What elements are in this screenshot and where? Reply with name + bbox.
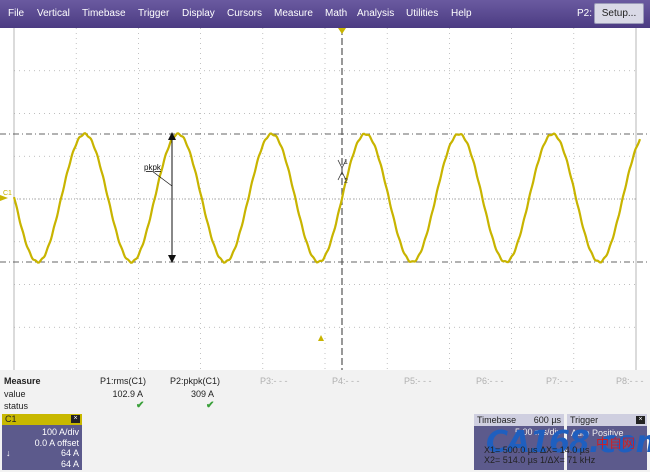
- cursor-2-label: 2: [344, 178, 348, 185]
- measure-value-p2: 309 A: [190, 389, 214, 399]
- menu-measure[interactable]: Measure: [274, 8, 313, 19]
- c1-close-icon[interactable]: ×: [71, 415, 80, 423]
- measure-param-p3[interactable]: P3:- - -: [260, 376, 288, 386]
- trigger-mode: Auto Positive: [571, 428, 624, 438]
- cursor-readout-line2: X2= 514.0 µs 1/ΔX= 71 kHz: [484, 455, 596, 465]
- measure-annotation: pkpk: [144, 163, 162, 172]
- measure-param-p2[interactable]: P2:pkpk(C1): [170, 376, 221, 386]
- waveform-display[interactable]: C1 pkpk 1 2: [0, 28, 650, 370]
- measure-row-value: value: [4, 389, 26, 399]
- menu-analysis[interactable]: Analysis: [357, 8, 395, 19]
- menu-file[interactable]: File: [8, 8, 25, 19]
- watermark-cn: 中自网: [596, 437, 636, 452]
- measure-title: Measure: [4, 376, 41, 386]
- measure-row-status: status: [4, 401, 29, 411]
- menu-vertical[interactable]: Vertical: [37, 8, 70, 19]
- setup-button[interactable]: Setup...: [594, 3, 644, 24]
- waveform-c1: [12, 131, 642, 264]
- timebase-value: 600 µs: [533, 415, 561, 425]
- measure-leader-line: [151, 170, 173, 187]
- measure-panel: Measure value status P1:rms(C1) 102.9 A …: [0, 372, 650, 412]
- trigger-title: Trigger: [567, 414, 647, 426]
- trigger-marker-bottom: [318, 335, 324, 341]
- channel-c1-descriptor[interactable]: C1 × 100 A/div 0.0 A offset ↓ 64 A 64 A: [2, 414, 82, 470]
- menu-bar: File Vertical Timebase Trigger Display C…: [0, 0, 650, 28]
- trigger-marker-top: [338, 28, 346, 34]
- measure-param-p5[interactable]: P5:- - -: [404, 376, 432, 386]
- menu-math[interactable]: Math: [325, 8, 348, 19]
- menu-trigger[interactable]: Trigger: [138, 8, 170, 19]
- c1-offset: 0.0 A offset: [34, 438, 79, 448]
- grid-lines: [13, 28, 637, 370]
- menu-cursors[interactable]: Cursors: [227, 8, 263, 19]
- menu-display[interactable]: Display: [182, 8, 215, 19]
- channel-marker-label: C1: [3, 190, 12, 197]
- cursor-readout: X1= 500.0 µs ΔX= 14.0 µs X2= 514.0 µs 1/…: [484, 445, 634, 465]
- measure-param-p7[interactable]: P7:- - -: [546, 376, 574, 386]
- c1-line3: 64 A: [60, 448, 79, 458]
- trigger-descriptor[interactable]: Trigger × Auto Positive: [567, 414, 647, 470]
- timebase-descriptor[interactable]: Timebase 600 µs 5.00 ms/div: [474, 414, 564, 470]
- trigger-close-icon[interactable]: ×: [636, 416, 645, 424]
- measure-param-p1[interactable]: P1:rms(C1): [100, 376, 147, 386]
- measure-arrow-bottom: [168, 255, 176, 263]
- menu-utilities[interactable]: Utilities: [406, 8, 439, 19]
- watermark-text: CA168.com: [486, 425, 650, 460]
- timebase-title: Timebase: [474, 414, 564, 426]
- menu-timebase[interactable]: Timebase: [82, 8, 126, 19]
- measure-arrow-top: [168, 132, 176, 140]
- measure-value-p1: 102.9 A: [112, 389, 143, 399]
- measure-param-p8[interactable]: P8:- - -: [616, 376, 644, 386]
- c1-line4: 64 A: [60, 459, 79, 469]
- scope-grid: C1 pkpk 1 2: [0, 28, 650, 370]
- c1-scale: 100 A/div: [41, 427, 79, 437]
- measure-param-p4[interactable]: P4:- - -: [332, 376, 360, 386]
- measure-param-p6[interactable]: P6:- - -: [476, 376, 504, 386]
- menu-help[interactable]: Help: [451, 8, 472, 19]
- c1-arrow-icon: ↓: [6, 448, 11, 458]
- cursor-marker[interactable]: [337, 159, 347, 181]
- cursor-1-label: 1: [344, 159, 348, 166]
- cursor-readout-line1: X1= 500.0 µs ΔX= 14.0 µs: [484, 445, 590, 455]
- watermark-logo: CA168.com 中自网: [478, 425, 650, 460]
- measure-status-p1-icon: ✔: [136, 400, 145, 411]
- p2-label: P2:: [577, 8, 593, 19]
- measure-status-p2-icon: ✔: [206, 400, 215, 411]
- channel-marker-arrow: [0, 195, 8, 201]
- c1-title: C1: [2, 414, 82, 425]
- timebase-scale: 5.00 ms/div: [514, 427, 561, 437]
